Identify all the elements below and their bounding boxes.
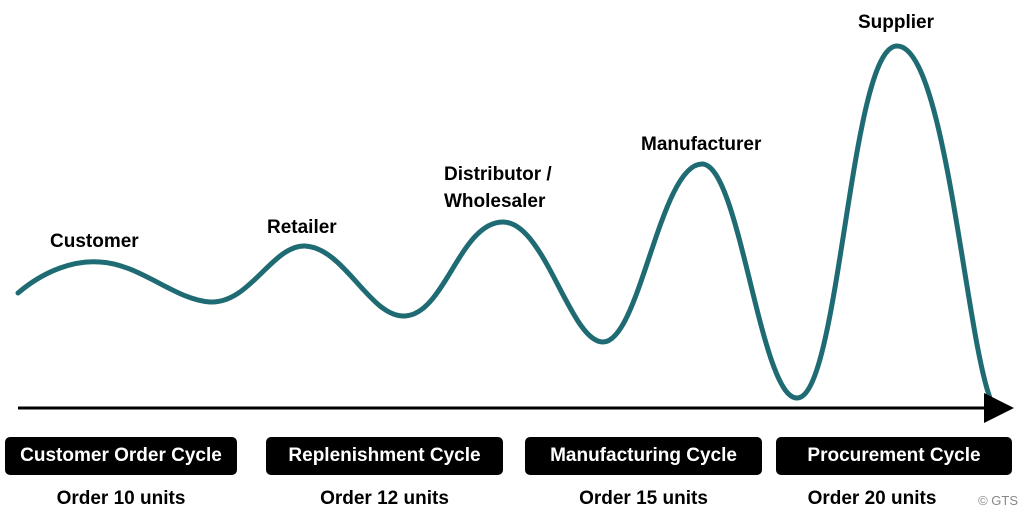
cycle-box-manufacturing: Manufacturing Cycle	[525, 437, 762, 475]
stage-label-customer: Customer	[50, 231, 139, 252]
copyright-notice: © GTS	[978, 493, 1018, 508]
cycle-box-procurement: Procurement Cycle	[776, 437, 1012, 475]
order-quantity-retailer: Order 12 units	[320, 488, 449, 509]
cycle-box-customer-order: Customer Order Cycle	[5, 437, 237, 475]
cycle-box-replenishment: Replenishment Cycle	[266, 437, 503, 475]
stage-label-supplier: Supplier	[858, 12, 935, 33]
stage-label-manufacturer: Manufacturer	[641, 134, 762, 155]
stage-label-wholesaler: Wholesaler	[444, 191, 546, 212]
stage-label-retailer: Retailer	[267, 217, 337, 238]
order-quantity-manufacturer: Order 20 units	[807, 488, 937, 509]
demand-wave-line	[15, 43, 993, 401]
order-quantity-distributor: Order 15 units	[579, 488, 708, 509]
stage-label-distributor: Distributor /	[444, 164, 552, 185]
order-quantity-customer: Order 10 units	[56, 488, 186, 509]
